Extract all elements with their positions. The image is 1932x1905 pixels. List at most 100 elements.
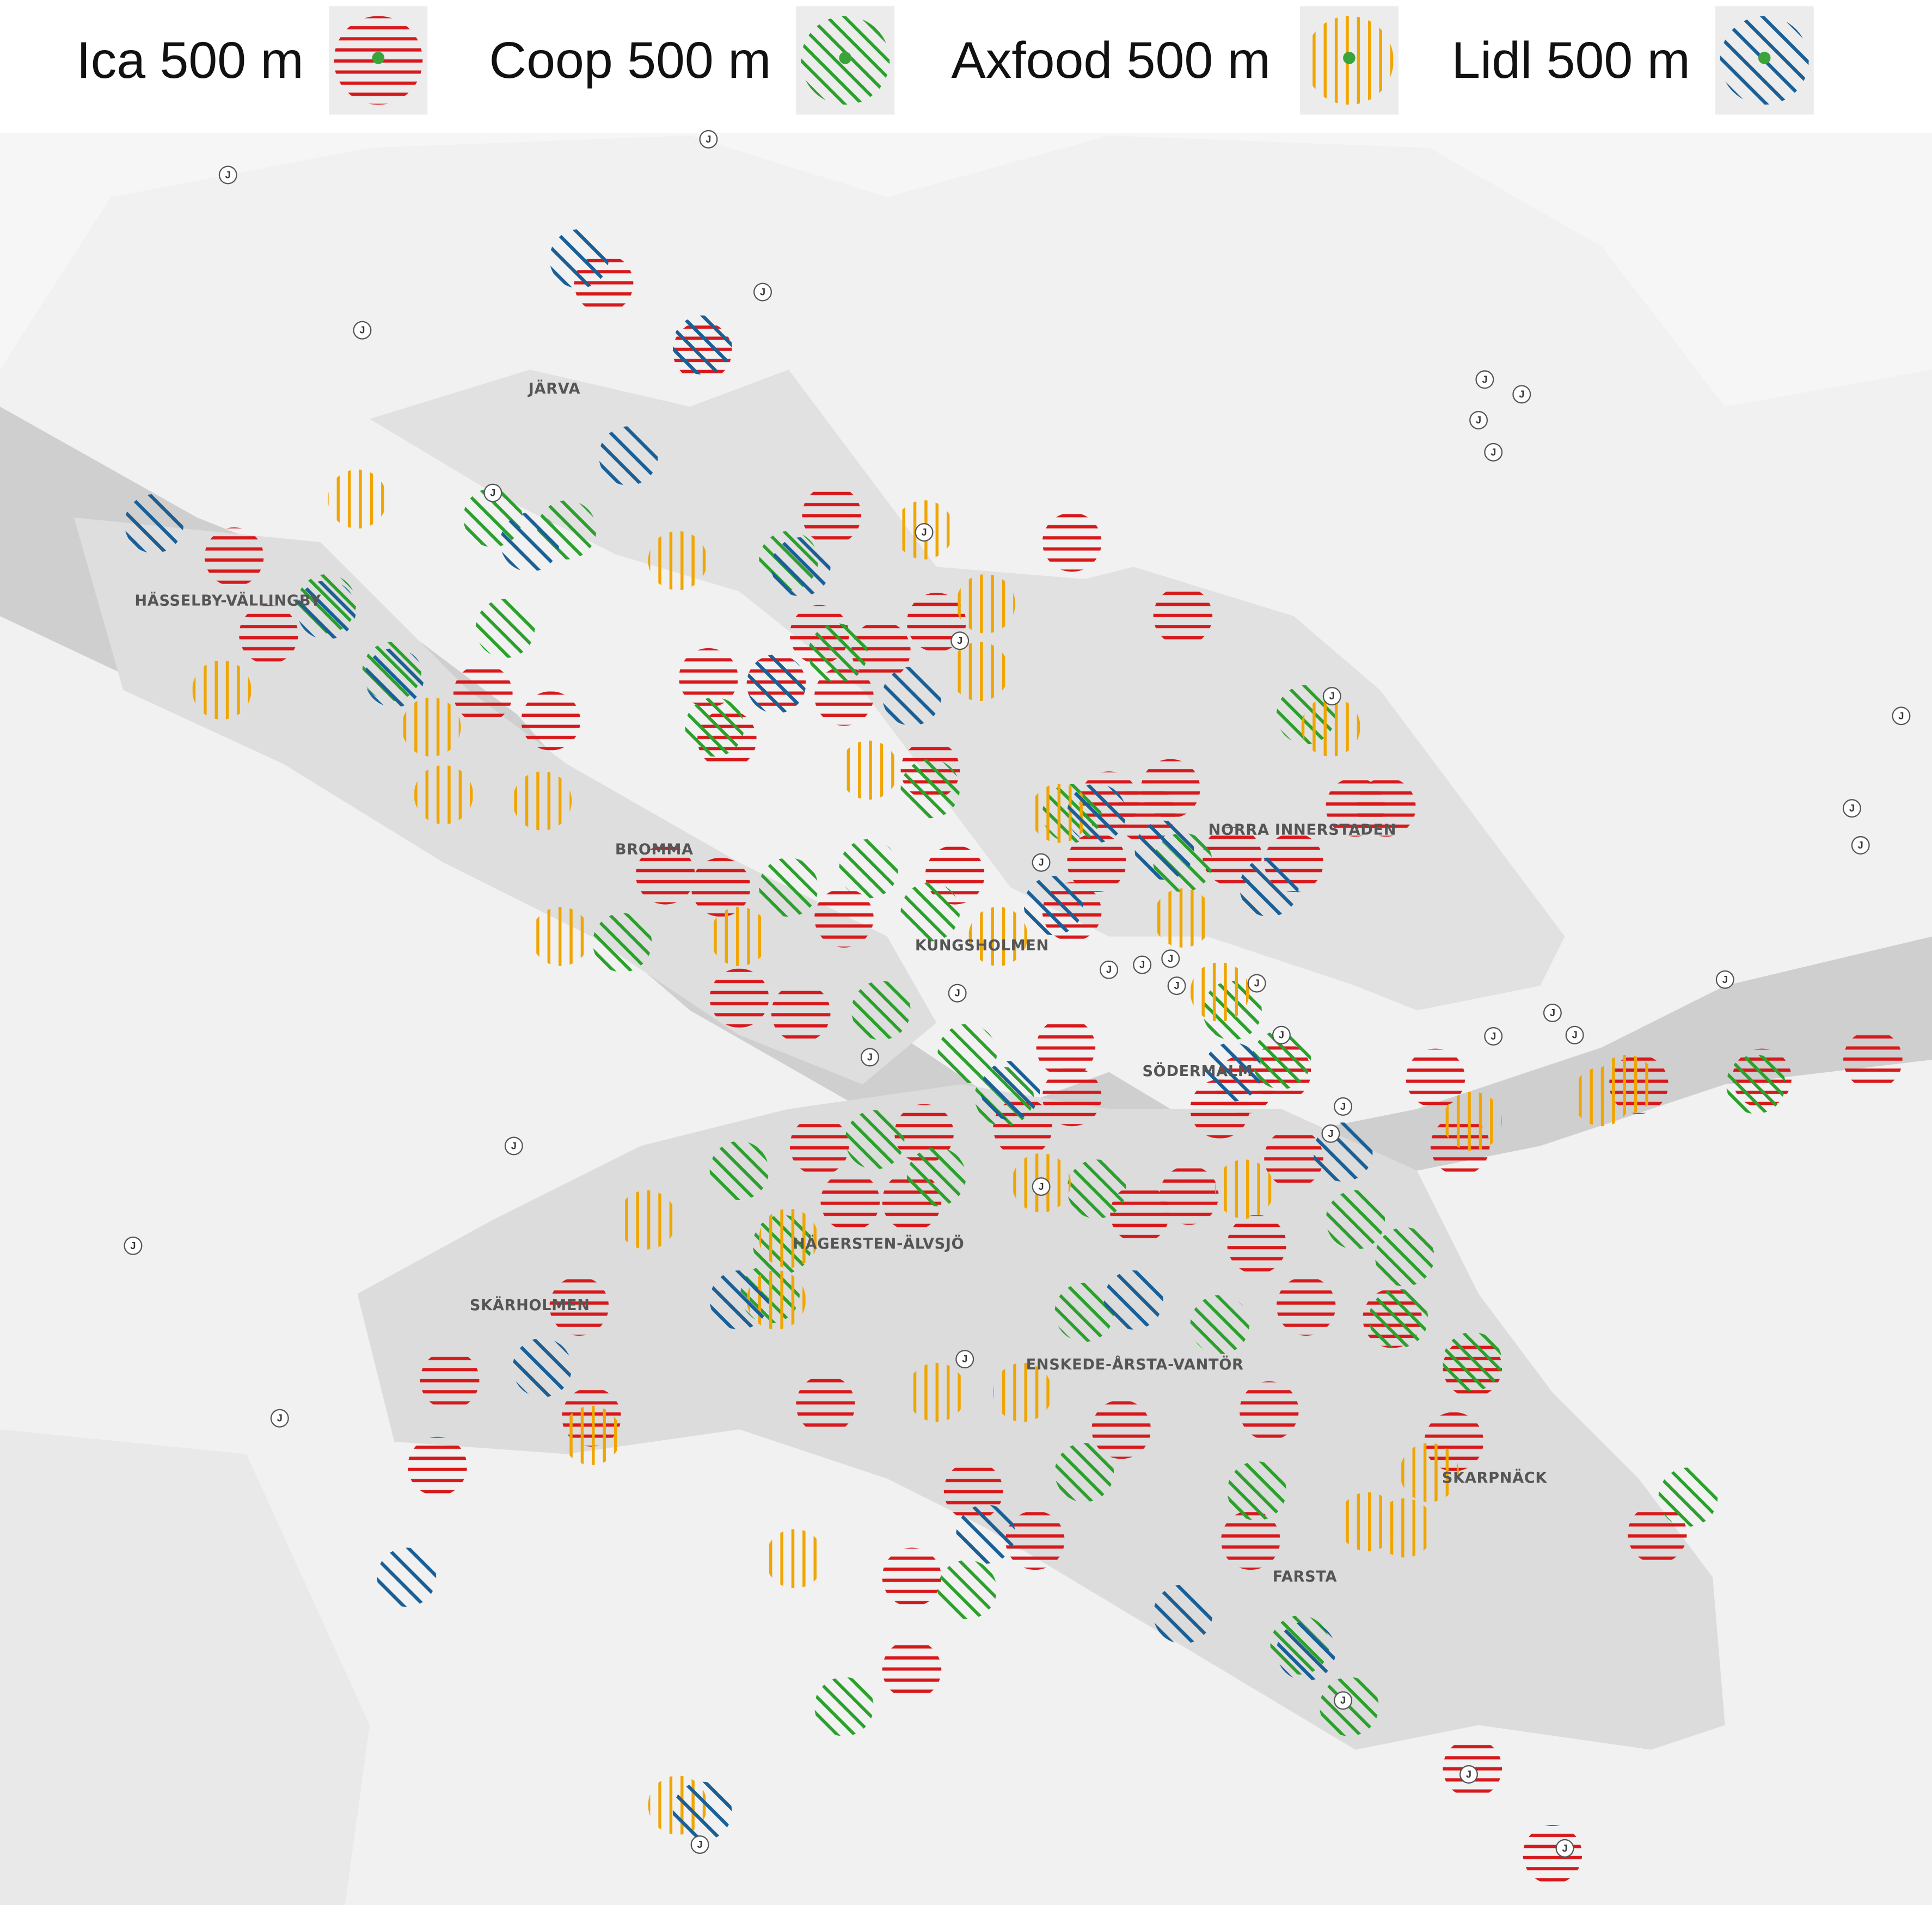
store-buffer — [1067, 1159, 1126, 1219]
station-label: J — [1849, 803, 1855, 814]
station-label: J — [1858, 840, 1863, 851]
station-label: J — [1562, 1843, 1567, 1854]
store-buffer — [1104, 1270, 1163, 1330]
store-buffer — [1400, 1443, 1459, 1502]
station-label: J — [760, 287, 765, 298]
store-buffer — [1406, 1048, 1465, 1108]
district-label: SKARPNÄCK — [1442, 1469, 1548, 1486]
station-label: J — [1898, 710, 1904, 721]
store-buffer — [709, 968, 769, 1028]
station-label: J — [1168, 953, 1173, 964]
store-buffer — [1443, 1332, 1502, 1391]
store-buffer — [765, 1529, 825, 1589]
station-label: J — [1279, 1030, 1284, 1041]
station-marker — [1167, 976, 1186, 995]
basemap — [0, 133, 1932, 1905]
station-marker — [1484, 1027, 1503, 1046]
station-marker — [1512, 385, 1531, 404]
station-marker — [1322, 687, 1341, 706]
station-marker — [1161, 949, 1180, 968]
store-buffer — [771, 983, 831, 1043]
legend-swatch-dot — [1343, 52, 1356, 64]
store-buffer — [1523, 1824, 1583, 1884]
store-buffer — [906, 592, 966, 652]
station-label: J — [1519, 389, 1524, 400]
store-buffer — [956, 1504, 1016, 1564]
store-buffer — [882, 1547, 942, 1607]
store-buffer — [1042, 512, 1102, 572]
store-buffer — [1042, 1067, 1102, 1127]
store-buffer — [882, 1640, 942, 1699]
store-buffer — [1134, 820, 1194, 880]
store-buffer — [1153, 888, 1213, 948]
store-buffer — [1067, 833, 1126, 893]
store-buffer — [1227, 1215, 1286, 1274]
station-marker — [860, 1048, 879, 1067]
store-buffer — [950, 642, 1009, 702]
district-label: HÄGERSTEN-ÄLVSJÖ — [793, 1234, 964, 1252]
station-marker — [753, 282, 772, 302]
station-marker — [1334, 1691, 1353, 1710]
district-label: ENSKEDE-ÅRSTA-VANTÖR — [1026, 1355, 1244, 1373]
store-buffer — [1375, 1498, 1434, 1558]
station-label: J — [1328, 1128, 1333, 1139]
station-marker — [504, 1136, 523, 1156]
store-buffer — [1054, 1443, 1114, 1502]
station-label: J — [1722, 974, 1728, 985]
station-label: J — [130, 1240, 136, 1251]
station-marker — [1321, 1124, 1340, 1143]
store-buffer — [512, 1338, 572, 1398]
store-buffer — [364, 648, 424, 708]
station-marker — [1469, 411, 1488, 429]
station-label: J — [922, 527, 927, 538]
station-label: J — [277, 1413, 283, 1424]
station-marker — [1100, 960, 1119, 979]
district-label: HÄSSELBY-VÄLLINGBY — [134, 592, 321, 609]
store-buffer — [900, 882, 960, 942]
legend-swatch-dot — [372, 52, 385, 64]
store-buffer — [1153, 1584, 1213, 1644]
station-marker — [1851, 836, 1870, 855]
station-label: J — [1039, 857, 1044, 868]
store-buffer — [906, 1147, 966, 1207]
store-buffer — [882, 666, 942, 726]
store-buffer — [968, 907, 1028, 966]
store-buffer — [851, 981, 911, 1040]
store-buffer — [993, 1362, 1052, 1422]
station-marker — [1247, 974, 1266, 993]
store-buffer — [377, 1547, 437, 1607]
store-buffer — [562, 1406, 621, 1465]
legend-swatch-dot — [1758, 52, 1771, 64]
store-buffer — [937, 1024, 997, 1083]
store-buffer — [814, 1677, 874, 1736]
station-label: J — [1491, 447, 1496, 458]
store-buffer — [1036, 1017, 1096, 1077]
store-buffer — [1091, 1399, 1151, 1459]
station-marker — [124, 1236, 143, 1255]
station-label: J — [955, 988, 960, 999]
station-label: J — [1174, 980, 1180, 991]
store-buffer — [1005, 1510, 1065, 1570]
store-buffer — [759, 857, 818, 917]
store-buffer — [679, 648, 738, 708]
station-label: J — [957, 635, 962, 646]
station-label: J — [225, 169, 231, 180]
store-buffer — [839, 740, 899, 800]
store-buffer — [1227, 1461, 1286, 1521]
station-label: J — [511, 1140, 517, 1151]
store-buffer — [328, 469, 387, 529]
store-buffer — [192, 660, 252, 720]
station-marker — [690, 1835, 709, 1854]
store-buffer — [808, 623, 868, 683]
store-buffer — [1356, 777, 1416, 837]
store-buffer — [549, 1276, 609, 1336]
store-buffer — [1252, 1030, 1311, 1090]
station-marker — [1272, 1025, 1291, 1044]
store-buffer — [789, 1116, 849, 1176]
store-buffer — [1159, 1165, 1219, 1225]
land-southwest — [0, 1429, 370, 1905]
station-marker — [1565, 1025, 1584, 1044]
store-buffer — [1153, 586, 1213, 646]
station-marker — [1543, 1003, 1562, 1022]
store-buffer — [1054, 1282, 1114, 1342]
